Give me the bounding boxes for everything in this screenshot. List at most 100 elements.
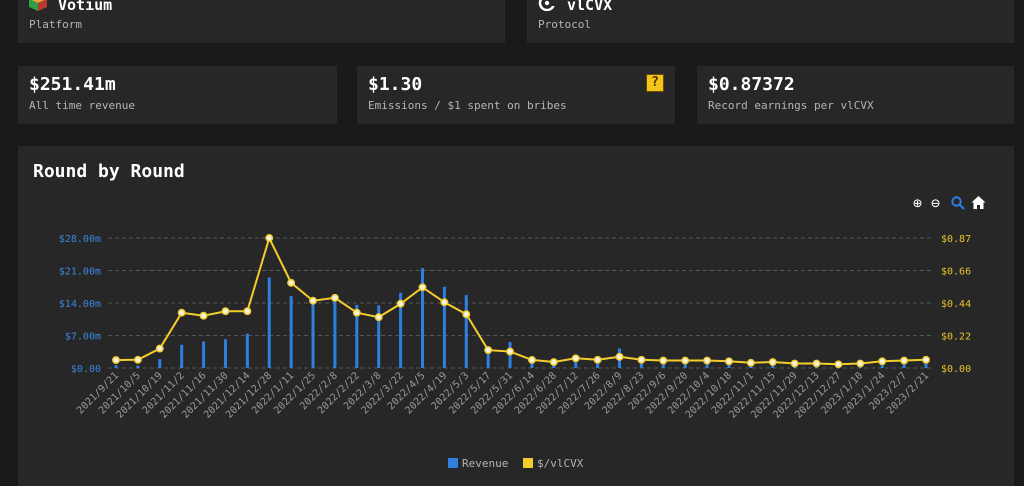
per-vlcvx-point [287, 278, 296, 287]
per-vlcvx-point [790, 359, 799, 368]
protocol-card: vlCVX Protocol [527, 0, 1014, 43]
revenue-bar [289, 296, 293, 368]
per-vlcvx-point [746, 358, 755, 367]
chart-toolbar: ⊕ ⊖ [913, 194, 998, 214]
legend-swatch-revenue [448, 458, 458, 468]
per-vlcvx-point [396, 299, 405, 308]
revenue-bar [486, 346, 490, 368]
legend-swatch-per-vlcvx [522, 458, 533, 468]
revenue-bar [420, 268, 424, 368]
revenue-bar [574, 360, 578, 368]
platform-card: Votium Platform [18, 0, 505, 43]
per-vlcvx-point [352, 308, 361, 317]
y-left-tick-label: $7.00m [65, 332, 101, 343]
revenue-bar [333, 295, 337, 368]
per-vlcvx-point [133, 355, 142, 364]
revenue-bar [596, 360, 600, 368]
stat-label: Record earnings per vlCVX [708, 99, 874, 112]
per-vlcvx-point [484, 346, 493, 355]
stat-value: $251.41m [29, 74, 116, 95]
platform-label: Platform [29, 18, 82, 31]
protocol-label: Protocol [538, 18, 591, 31]
per-vlcvx-point [812, 359, 821, 368]
per-vlcvx-point [155, 344, 164, 353]
revenue-bar [377, 305, 381, 368]
per-vlcvx-point [593, 355, 602, 364]
y-left-tick-label: $14.00m [59, 299, 101, 310]
zoom-in-icon[interactable]: ⊕ [913, 194, 923, 212]
revenue-bar [355, 304, 359, 368]
legend-item-revenue[interactable]: Revenue [448, 457, 508, 470]
revenue-bar [464, 295, 468, 368]
y-left-tick-label: $21.00m [59, 267, 101, 278]
revenue-bar [639, 361, 643, 368]
per-vlcvx-point [418, 283, 427, 292]
per-vlcvx-point [878, 357, 887, 366]
protocol-name: vlCVX [567, 0, 613, 14]
revenue-bar [158, 359, 162, 368]
revenue-bar [399, 292, 403, 368]
home-icon[interactable] [971, 195, 986, 210]
y-right-tick-label: $0.00 [941, 364, 971, 375]
y-right-tick-label: $0.87 [941, 234, 971, 245]
zoom-select-icon[interactable] [951, 196, 965, 210]
chart-title: Round by Round [33, 161, 185, 182]
per-vlcvx-point [725, 357, 733, 366]
per-vlcvx-point [309, 296, 317, 305]
per-vlcvx-point [615, 352, 624, 361]
per-vlcvx-point [571, 354, 580, 363]
per-vlcvx-point [834, 360, 843, 369]
per-vlcvx-point [199, 311, 208, 320]
stat-label: Emissions / $1 spent on bribes [368, 99, 567, 112]
per-vlcvx-line [115, 235, 927, 366]
legend-label-per-vlcvx: $/vlCVX [536, 457, 584, 470]
per-vlcvx-point [768, 358, 777, 366]
cube-icon [29, 0, 47, 11]
revenue-bar [202, 341, 206, 368]
per-vlcvx-point [506, 347, 515, 356]
revenue-bar [442, 286, 446, 368]
revenue-bar [180, 344, 184, 368]
stat-card-revenue: $251.41m All time revenue [18, 66, 337, 124]
legend-item-per-vlcvx[interactable]: $/vlCVX [522, 457, 584, 470]
revenue-bar [136, 365, 140, 368]
per-vlcvx-point [527, 355, 536, 364]
question-block-icon[interactable]: ? [646, 74, 664, 92]
y-right-tick-label: $0.44 [941, 299, 971, 310]
revenue-bar [223, 339, 227, 368]
stat-card-record: $0.87372 Record earnings per vlCVX [697, 66, 1014, 124]
round-by-round-card: Round by Round ⊕ ⊖ $0.00 $0.00 $7.00m $0.22… [18, 146, 1014, 486]
stat-value: $0.87372 [708, 74, 795, 95]
stat-card-emissions: $1.30 Emissions / $1 spent on bribes ? [357, 66, 675, 124]
stat-value: $1.30 [368, 74, 423, 95]
legend-label-revenue: Revenue [462, 457, 509, 470]
per-vlcvx-point [440, 298, 449, 307]
per-vlcvx-point [221, 307, 230, 316]
zoom-out-icon[interactable]: ⊖ [931, 194, 941, 212]
platform-name: Votium [58, 0, 113, 14]
convex-logo-icon [538, 0, 556, 11]
per-vlcvx-point [856, 359, 865, 368]
per-vlcvx-point [922, 355, 930, 364]
per-vlcvx-point [900, 356, 909, 365]
revenue-bar [114, 365, 118, 368]
per-vlcvx-point [549, 358, 558, 366]
per-vlcvx-point [112, 356, 120, 365]
y-left-tick-label: $0.00 [71, 364, 101, 375]
round-by-round-chart[interactable]: $0.00 $0.00 $7.00m $0.22 $14.00m $0.44 $21.00m… [18, 146, 1014, 456]
stat-label: All time revenue [29, 99, 135, 112]
y-left-tick-label: $28.00m [59, 234, 101, 245]
revenue-bar [530, 360, 534, 368]
per-vlcvx-point [177, 308, 186, 317]
revenue-bar [267, 277, 271, 368]
per-vlcvx-point [462, 310, 471, 319]
per-vlcvx-point [265, 234, 274, 242]
per-vlcvx-point [659, 356, 668, 365]
chart-legend: Revenue $/vlCVX [448, 457, 591, 470]
revenue-bar [311, 298, 315, 368]
revenue-bar [245, 333, 249, 368]
per-vlcvx-point [330, 293, 339, 302]
per-vlcvx-point [703, 356, 712, 365]
per-vlcvx-point [637, 355, 646, 364]
y-right-tick-label: $0.66 [941, 267, 971, 278]
